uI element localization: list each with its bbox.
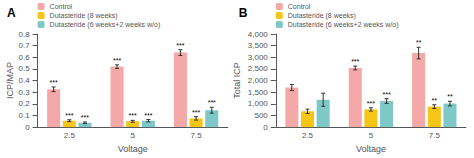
- svg-text:3,000: 3,000: [248, 53, 269, 62]
- svg-text:**: **: [416, 39, 422, 46]
- svg-text:0.5: 0.5: [18, 64, 30, 73]
- svg-text:7.5: 7.5: [429, 131, 441, 140]
- svg-text:***: ***: [144, 112, 152, 119]
- svg-text:0: 0: [25, 123, 30, 132]
- svg-text:***: ***: [65, 112, 73, 119]
- svg-text:Control: Control: [288, 3, 311, 10]
- svg-text:***: ***: [367, 100, 375, 107]
- svg-text:1,500: 1,500: [248, 88, 269, 97]
- svg-text:5: 5: [130, 131, 135, 140]
- svg-text:4,000: 4,000: [248, 30, 269, 39]
- svg-text:A: A: [7, 6, 16, 20]
- svg-text:Dutasteride (8 weeks): Dutasteride (8 weeks): [50, 12, 118, 20]
- svg-text:0: 0: [263, 123, 268, 132]
- svg-text:***: ***: [208, 99, 216, 106]
- svg-text:***: ***: [129, 112, 137, 119]
- svg-text:Control: Control: [50, 3, 73, 10]
- svg-text:7.5: 7.5: [191, 131, 203, 140]
- svg-text:2.5: 2.5: [64, 131, 76, 140]
- svg-text:B: B: [239, 6, 248, 20]
- svg-text:500: 500: [254, 111, 268, 120]
- svg-text:***: ***: [176, 42, 184, 49]
- svg-text:5: 5: [369, 131, 374, 140]
- svg-text:3,500: 3,500: [248, 41, 269, 50]
- svg-text:**: **: [447, 93, 453, 100]
- svg-text:***: ***: [382, 91, 390, 98]
- svg-text:***: ***: [192, 109, 200, 116]
- svg-text:Voltage: Voltage: [356, 144, 386, 154]
- svg-text:2,500: 2,500: [248, 64, 269, 73]
- svg-text:***: ***: [50, 79, 58, 86]
- svg-text:2,000: 2,000: [248, 76, 269, 85]
- svg-text:Dutasteride (6 weeks+2 weeks w: Dutasteride (6 weeks+2 weeks w/o): [288, 21, 399, 29]
- svg-text:***: ***: [113, 57, 121, 64]
- svg-text:***: ***: [81, 114, 89, 121]
- svg-text:Dutasteride (6 weeks+2 weeks w: Dutasteride (6 weeks+2 weeks w/o): [50, 21, 161, 29]
- svg-text:0.3: 0.3: [18, 88, 30, 97]
- svg-text:ICP/MAP: ICP/MAP: [5, 62, 15, 99]
- svg-text:2.5: 2.5: [302, 131, 314, 140]
- svg-text:1,000: 1,000: [248, 99, 269, 108]
- svg-text:0.6: 0.6: [18, 53, 30, 62]
- svg-text:0.1: 0.1: [18, 111, 30, 120]
- svg-text:Dutasteride (8 weeks): Dutasteride (8 weeks): [288, 12, 356, 20]
- svg-text:0.4: 0.4: [18, 76, 30, 85]
- svg-text:Voltage: Voltage: [118, 144, 148, 154]
- svg-text:***: ***: [351, 58, 359, 65]
- svg-text:0.8: 0.8: [18, 30, 30, 39]
- svg-text:0.7: 0.7: [18, 41, 30, 50]
- svg-text:Total ICP: Total ICP: [232, 62, 242, 99]
- svg-text:**: **: [432, 97, 438, 104]
- svg-text:0.2: 0.2: [18, 99, 30, 108]
